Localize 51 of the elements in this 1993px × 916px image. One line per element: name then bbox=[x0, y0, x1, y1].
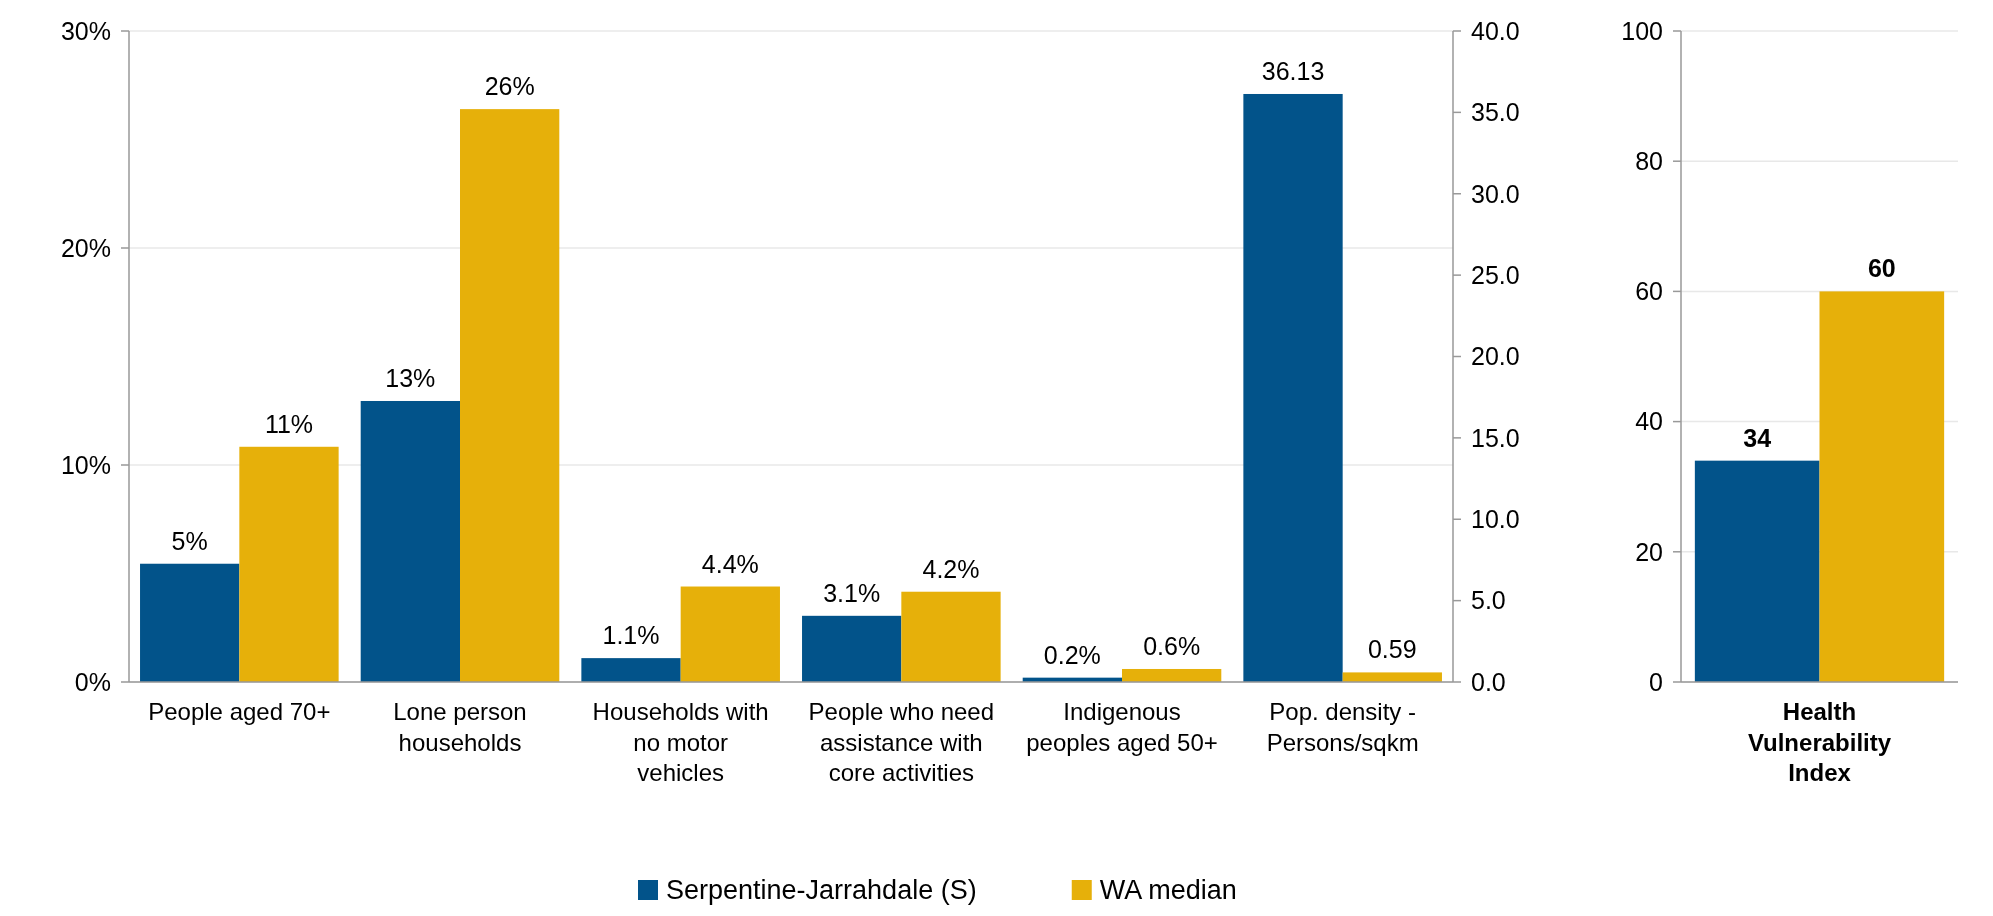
y-tick-label: 0 bbox=[1649, 667, 1663, 696]
data-label: 1.1% bbox=[602, 621, 660, 650]
y-tick-label: 20 bbox=[1635, 537, 1663, 566]
data-label: 11% bbox=[264, 409, 314, 438]
data-label: 13% bbox=[385, 363, 436, 392]
y2-tick-label: 20.0 bbox=[1471, 342, 1520, 371]
y2-tick-label: 10.0 bbox=[1471, 505, 1520, 533]
data-label: 5% bbox=[171, 526, 208, 555]
x-tick-label: Lone person households bbox=[393, 698, 527, 756]
bar bbox=[1122, 668, 1222, 682]
y2-tick-label: 25.0 bbox=[1471, 260, 1520, 289]
data-label: 3.1% bbox=[823, 578, 881, 607]
y-tick-label: 60 bbox=[1635, 277, 1663, 306]
data-label: 4.4% bbox=[701, 549, 759, 578]
data-label: 34 bbox=[1743, 423, 1772, 452]
y-tick-label: 80 bbox=[1635, 146, 1663, 175]
y-tick-label: 30% bbox=[60, 16, 111, 45]
data-label: 0.2% bbox=[1043, 640, 1101, 669]
x-tick-label: Health Vulnerability Index bbox=[1747, 698, 1892, 786]
y2-tick-label: 0.0 bbox=[1471, 667, 1506, 696]
y-tick-label: 100 bbox=[1621, 16, 1663, 45]
data-label: 0.6% bbox=[1143, 631, 1201, 660]
bar bbox=[239, 446, 339, 682]
data-label: 0.59 bbox=[1367, 635, 1417, 664]
x-tick-label: Households with no motor vehicles bbox=[592, 698, 769, 786]
bar bbox=[680, 586, 780, 682]
bar bbox=[901, 591, 1001, 682]
y2-tick-label: 5.0 bbox=[1471, 586, 1506, 615]
y2-tick-label: 35.0 bbox=[1471, 98, 1520, 127]
bar bbox=[140, 563, 240, 682]
y2-tick-label: 15.0 bbox=[1471, 423, 1520, 452]
bar bbox=[460, 109, 560, 682]
x-tick-label: People who need assistance with core activities bbox=[808, 698, 995, 786]
bar bbox=[360, 400, 460, 682]
y-tick-label: 10% bbox=[60, 450, 111, 479]
data-label: 36.13 bbox=[1261, 56, 1325, 85]
x-tick-label: Indigenous peoples aged 50+ bbox=[1026, 698, 1218, 756]
data-label: 26% bbox=[484, 72, 535, 101]
y-tick-label: 40 bbox=[1635, 407, 1663, 436]
legend-label: Serpentine-Jarrahdale (S) bbox=[666, 875, 977, 906]
bar bbox=[581, 658, 681, 682]
x-tick-label: People aged 70+ bbox=[148, 698, 331, 725]
data-label: 60 bbox=[1867, 254, 1896, 283]
legend-label: WA median bbox=[1099, 875, 1237, 906]
data-label: 4.2% bbox=[922, 554, 980, 583]
bar bbox=[802, 615, 902, 682]
y2-tick-label: 30.0 bbox=[1471, 179, 1520, 208]
y-tick-label: 0% bbox=[74, 667, 111, 696]
y-tick-label: 20% bbox=[60, 233, 111, 262]
x-tick-label: Pop. density - Persons/sqkm bbox=[1266, 698, 1419, 756]
y2-tick-label: 40.0 bbox=[1471, 16, 1520, 45]
